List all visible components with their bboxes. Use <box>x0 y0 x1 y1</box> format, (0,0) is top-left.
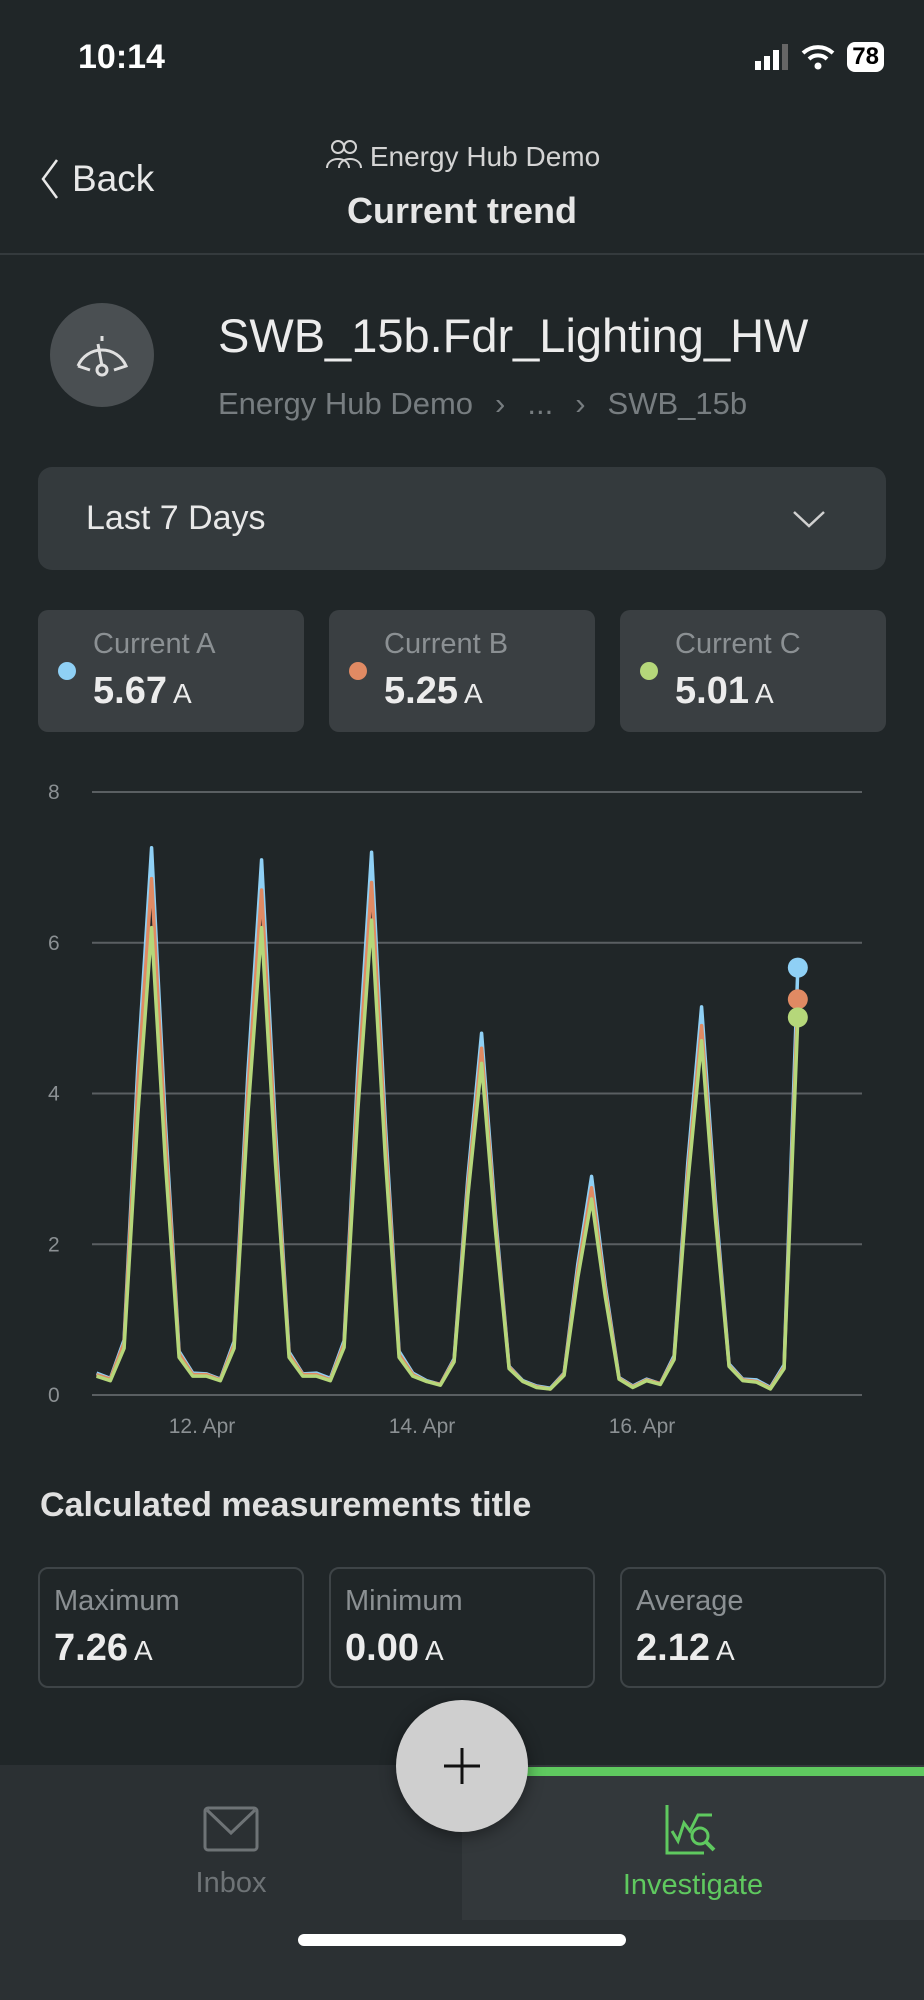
measure-value-wrap: 0.00 A <box>345 1627 444 1670</box>
time-range-select[interactable]: Last 7 Days <box>38 467 886 570</box>
measure-unit: A <box>715 1635 735 1666</box>
breadcrumb-item[interactable]: ... <box>527 386 554 421</box>
x-tick-label: 16. Apr <box>609 1415 676 1438</box>
series-endpoint-current-a <box>787 957 808 978</box>
card-label: Current A <box>93 628 216 660</box>
y-tick-label: 4 <box>48 1083 60 1106</box>
home-indicator <box>298 1934 626 1946</box>
breadcrumb-item[interactable]: SWB_15b <box>607 386 748 421</box>
tab-investigate-label: Investigate <box>622 1869 764 1901</box>
measure-value-wrap: 7.26 A <box>54 1627 153 1670</box>
chevron-down-icon <box>793 510 825 528</box>
chevron-right-icon: › <box>575 386 586 421</box>
card-label: Current B <box>384 628 509 660</box>
measure-value-wrap: 2.12 A <box>636 1627 735 1670</box>
current-b-card: Current B 5.25 A <box>329 610 595 732</box>
header-divider <box>0 253 924 255</box>
chevron-left-icon <box>41 159 59 199</box>
y-tick-label: 0 <box>48 1384 60 1407</box>
page-title: Current trend <box>346 190 577 231</box>
status-icons: 78 <box>755 42 884 72</box>
legend-dot-b <box>349 662 367 680</box>
measure-unit: A <box>133 1635 153 1666</box>
measure-label: Average <box>636 1585 744 1617</box>
measure-value: 7.26 <box>54 1627 128 1669</box>
time-range-value: Last 7 Days <box>86 499 266 537</box>
series-line-current-c <box>96 918 800 1391</box>
measure-unit: A <box>424 1635 444 1666</box>
gauge-icon <box>76 336 129 377</box>
legend-dot-a <box>58 662 76 680</box>
chart-search-icon <box>665 1805 716 1855</box>
average-card: Average 2.12 A <box>620 1567 886 1688</box>
breadcrumb-item[interactable]: Energy Hub Demo <box>218 386 474 421</box>
card-value: 5.25 <box>384 670 458 712</box>
measure-label: Maximum <box>54 1585 180 1617</box>
calculated-title: Calculated measurements title <box>40 1486 532 1524</box>
measure-value: 0.00 <box>345 1627 419 1669</box>
org-label: Energy Hub Demo <box>369 141 601 172</box>
tab-inbox-label: Inbox <box>195 1867 267 1899</box>
card-value-wrap: 5.01 A <box>675 670 774 713</box>
asset-name: SWB_15b.Fdr_Lighting_HW <box>218 309 809 362</box>
card-label: Current C <box>675 628 801 660</box>
plus-icon <box>444 1748 480 1784</box>
wifi-icon <box>801 45 835 70</box>
x-tick-label: 12. Apr <box>169 1415 236 1438</box>
users-icon <box>325 140 362 169</box>
mail-icon <box>203 1806 259 1852</box>
legend-dot-c <box>640 662 658 680</box>
card-value: 5.01 <box>675 670 749 712</box>
measure-value: 2.12 <box>636 1627 710 1669</box>
card-unit: A <box>172 678 192 709</box>
card-value: 5.67 <box>93 670 167 712</box>
asset-avatar <box>50 303 154 407</box>
current-trend-chart[interactable]: 0 2 4 6 8 12. Apr 14. Apr 16. Apr <box>0 770 924 1470</box>
card-unit: A <box>463 678 483 709</box>
signal-icon <box>755 44 789 70</box>
card-value-wrap: 5.25 A <box>384 670 483 713</box>
tab-investigate[interactable]: Investigate <box>462 1765 924 1920</box>
tab-inbox[interactable]: Inbox <box>0 1765 462 1920</box>
current-a-card: Current A 5.67 A <box>38 610 304 732</box>
chevron-right-icon: › <box>495 386 506 421</box>
current-c-card: Current C 5.01 A <box>620 610 886 732</box>
card-unit: A <box>754 678 774 709</box>
series-endpoint-current-c <box>787 1007 808 1028</box>
x-tick-label: 14. Apr <box>389 1415 456 1438</box>
add-button[interactable] <box>396 1700 528 1832</box>
breadcrumb: Energy Hub Demo › ... › SWB_15b <box>218 386 747 422</box>
y-tick-label: 8 <box>48 781 60 804</box>
measure-label: Minimum <box>345 1585 463 1617</box>
y-tick-label: 6 <box>48 932 60 955</box>
card-value-wrap: 5.67 A <box>93 670 192 713</box>
y-tick-label: 2 <box>48 1233 60 1256</box>
maximum-card: Maximum 7.26 A <box>38 1567 304 1688</box>
back-label: Back <box>72 158 155 199</box>
series-endpoint-current-b <box>787 989 808 1010</box>
minimum-card: Minimum 0.00 A <box>329 1567 595 1688</box>
status-time: 10:14 <box>78 38 165 76</box>
battery-level: 78 <box>847 42 884 72</box>
back-button[interactable]: Back <box>40 158 154 200</box>
org-name: Energy Hub Demo <box>0 138 924 173</box>
active-tab-indicator <box>462 1767 924 1776</box>
